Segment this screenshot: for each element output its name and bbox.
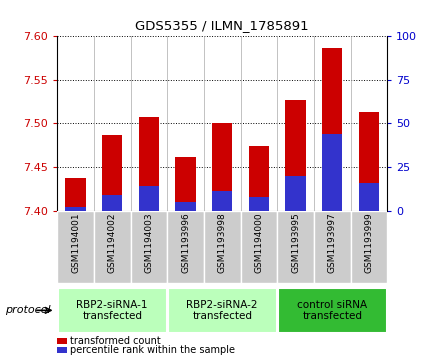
Bar xyxy=(212,123,232,211)
Text: GSM1193995: GSM1193995 xyxy=(291,213,300,273)
Bar xyxy=(94,211,131,283)
Bar xyxy=(241,211,277,283)
FancyBboxPatch shape xyxy=(58,288,166,333)
Bar xyxy=(249,146,269,211)
Text: GSM1193997: GSM1193997 xyxy=(328,213,337,273)
Bar xyxy=(322,48,342,211)
Title: GDS5355 / ILMN_1785891: GDS5355 / ILMN_1785891 xyxy=(136,19,309,32)
Text: GSM1194000: GSM1194000 xyxy=(254,213,264,273)
Bar xyxy=(359,112,379,211)
Bar xyxy=(102,195,122,211)
Text: protocol: protocol xyxy=(5,305,51,315)
FancyBboxPatch shape xyxy=(278,288,387,333)
Bar xyxy=(131,211,167,283)
Bar xyxy=(359,183,379,211)
Text: RBP2-siRNA-1
transfected: RBP2-siRNA-1 transfected xyxy=(77,299,148,321)
Bar xyxy=(176,202,196,211)
Bar xyxy=(277,211,314,283)
Text: percentile rank within the sample: percentile rank within the sample xyxy=(70,345,235,355)
Bar xyxy=(322,134,342,211)
Bar xyxy=(286,176,306,211)
Text: GSM1194003: GSM1194003 xyxy=(144,213,154,273)
Bar xyxy=(102,135,122,211)
Text: GSM1194002: GSM1194002 xyxy=(108,213,117,273)
Text: control siRNA
transfected: control siRNA transfected xyxy=(297,299,367,321)
Text: RBP2-siRNA-2
transfected: RBP2-siRNA-2 transfected xyxy=(187,299,258,321)
Bar xyxy=(167,211,204,283)
Bar xyxy=(212,191,232,211)
Bar xyxy=(249,197,269,211)
Text: transformed count: transformed count xyxy=(70,336,161,346)
Bar xyxy=(139,186,159,211)
Bar xyxy=(286,100,306,211)
Bar xyxy=(351,211,387,283)
Bar xyxy=(66,178,86,211)
Bar xyxy=(314,211,351,283)
Text: GSM1194001: GSM1194001 xyxy=(71,213,80,273)
FancyBboxPatch shape xyxy=(168,288,277,333)
Text: GSM1193999: GSM1193999 xyxy=(364,213,374,273)
Bar xyxy=(66,207,86,211)
Text: GSM1193996: GSM1193996 xyxy=(181,213,190,273)
Text: GSM1193998: GSM1193998 xyxy=(218,213,227,273)
Bar xyxy=(57,211,94,283)
Bar xyxy=(139,117,159,211)
Bar xyxy=(176,156,196,211)
Bar xyxy=(204,211,241,283)
